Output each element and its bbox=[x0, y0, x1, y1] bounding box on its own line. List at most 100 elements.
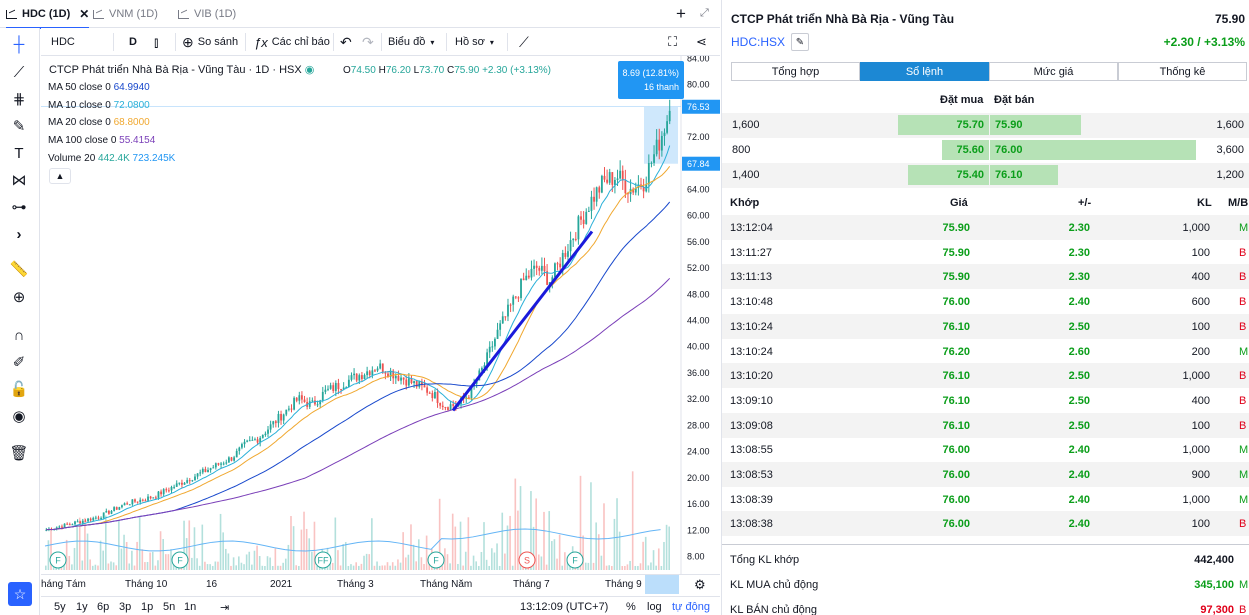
trash-icon[interactable]: 🗑 bbox=[9, 445, 29, 462]
compare-button[interactable]: ⊕ So sánh bbox=[182, 28, 238, 56]
tab-vnm[interactable]: VNM (1D) bbox=[93, 0, 158, 28]
trend-line-icon[interactable]: ⟋ bbox=[13, 63, 25, 81]
drawing-mode-icon[interactable]: ⟋ bbox=[519, 33, 529, 50]
fullscreen-icon[interactable]: ⛶ bbox=[668, 34, 678, 49]
volume-bar bbox=[381, 565, 384, 570]
chart-type-dropdown[interactable]: Biểu đồ ▾ bbox=[388, 28, 434, 56]
event-marker[interactable] bbox=[518, 551, 536, 569]
event-marker[interactable] bbox=[49, 551, 67, 569]
expand-icon[interactable]: ⤢ bbox=[700, 7, 709, 19]
range-1y[interactable]: 1y bbox=[76, 601, 88, 613]
trade-row[interactable]: 13:09:08 76.10 2.50 100 B bbox=[722, 412, 1249, 438]
settings-gear-icon[interactable]: ⚙ bbox=[694, 577, 706, 592]
event-marker[interactable] bbox=[314, 551, 332, 569]
candle-body bbox=[66, 523, 69, 525]
indicators-button[interactable]: ƒx Các chỉ báo bbox=[254, 28, 330, 56]
legend-ma10[interactable]: MA 10 close 0 72.0800 bbox=[48, 100, 150, 111]
candle-body bbox=[68, 524, 71, 526]
legend-ma20[interactable]: MA 20 close 0 68.8000 bbox=[48, 117, 150, 128]
candle-body bbox=[280, 413, 282, 421]
range-6p[interactable]: 6p bbox=[97, 601, 110, 613]
trade-row[interactable]: 13:12:04 75.90 2.30 1,000 M bbox=[722, 215, 1249, 240]
range-1n[interactable]: 1n bbox=[184, 601, 197, 613]
time-axis[interactable]: háng Tám Tháng 10 16 2021 Tháng 3 Tháng … bbox=[41, 574, 720, 594]
orderbook-row[interactable]: 800 75.60 76.00 3,600 bbox=[722, 138, 1249, 163]
favorites-star-icon[interactable]: ☆ bbox=[8, 582, 32, 606]
eye-icon[interactable]: ◉ bbox=[12, 408, 26, 425]
close-icon[interactable]: ✕ bbox=[79, 7, 90, 21]
lock-icon[interactable]: 🔓 bbox=[9, 381, 29, 398]
trade-row[interactable]: 13:11:13 75.90 2.30 400 B bbox=[722, 264, 1249, 290]
volume-bar bbox=[386, 562, 389, 570]
legend-volume[interactable]: Volume 20 442.4K 723.245K bbox=[48, 153, 175, 164]
text-tool-icon[interactable]: T bbox=[14, 144, 24, 162]
add-tab-icon[interactable]: + bbox=[676, 4, 686, 23]
tab-tong-hop[interactable]: Tổng hợp bbox=[731, 62, 860, 81]
orderbook-row[interactable]: 1,400 75.40 76.10 1,200 bbox=[722, 163, 1249, 188]
brush-icon[interactable]: ✎ bbox=[12, 118, 26, 135]
tab-muc-gia[interactable]: Mức giá bbox=[989, 62, 1118, 81]
event-marker[interactable] bbox=[566, 551, 584, 569]
legend-ma50[interactable]: MA 50 close 0 64.9940 bbox=[48, 82, 150, 93]
ruler-icon[interactable]: 📏 bbox=[9, 261, 29, 278]
magnet-icon[interactable]: ∩ bbox=[13, 326, 25, 344]
legend-collapse-button[interactable]: ▲ bbox=[49, 168, 71, 184]
event-marker[interactable] bbox=[171, 551, 189, 569]
redo-icon[interactable]: ↷ bbox=[362, 33, 374, 50]
event-marker[interactable] bbox=[427, 551, 445, 569]
profile-dropdown[interactable]: Hồ sơ ▾ bbox=[455, 28, 494, 56]
pattern-tool-icon[interactable]: ⋈ bbox=[11, 172, 27, 189]
trade-row[interactable]: 13:10:48 76.00 2.40 600 B bbox=[722, 289, 1249, 314]
undo-icon[interactable]: ↶ bbox=[340, 33, 352, 50]
tab-vib[interactable]: VIB (1D) bbox=[178, 0, 236, 28]
trade-row[interactable]: 13:08:53 76.00 2.40 900 M bbox=[722, 462, 1249, 487]
candle-body bbox=[186, 480, 189, 483]
percent-toggle[interactable]: % bbox=[626, 601, 636, 613]
auto-scale-toggle[interactable]: tự động bbox=[672, 601, 710, 613]
trade-row[interactable]: 13:11:27 75.90 2.30 100 B bbox=[722, 240, 1249, 265]
legend-ma100[interactable]: MA 100 close 0 55.4154 bbox=[48, 135, 155, 146]
volume-bar bbox=[238, 556, 240, 570]
trade-row[interactable]: 13:10:24 76.20 2.60 200 M bbox=[722, 339, 1249, 364]
candle-body bbox=[642, 187, 645, 192]
zoom-in-icon[interactable]: ⊕ bbox=[12, 289, 26, 306]
trade-row[interactable]: 13:10:20 76.10 2.50 1,000 B bbox=[722, 363, 1249, 389]
interval-button[interactable]: D bbox=[129, 36, 137, 48]
date-range-icon[interactable]: ⇥ bbox=[220, 602, 230, 614]
trade-row[interactable]: 13:08:39 76.00 2.40 1,000 M bbox=[722, 487, 1249, 512]
volume-bar bbox=[506, 525, 509, 570]
volume-bar bbox=[511, 565, 514, 570]
trade-row[interactable]: 13:08:38 76.00 2.40 100 B bbox=[722, 511, 1249, 537]
orderbook-row[interactable]: 1,600 75.70 75.90 1,600 bbox=[722, 113, 1249, 138]
crosshair-icon[interactable]: ┼ bbox=[13, 35, 25, 53]
pencil-icon[interactable]: ✎ bbox=[791, 33, 809, 51]
range-5y[interactable]: 5y bbox=[54, 601, 66, 613]
volume-bar bbox=[128, 563, 131, 570]
divider bbox=[113, 33, 114, 51]
tab-thong-ke[interactable]: Thống kê bbox=[1118, 62, 1247, 81]
tab-hdc[interactable]: HDC (1D) ✕ bbox=[6, 0, 90, 29]
log-toggle[interactable]: log bbox=[647, 601, 662, 613]
fib-tool-icon[interactable]: ⋕ bbox=[12, 91, 26, 108]
lock-drawing-icon[interactable]: ✐ bbox=[12, 354, 26, 371]
prediction-tool-icon[interactable]: ⊶ bbox=[11, 199, 27, 216]
price-chart[interactable]: 84.00 80.00 76.53 72.00 67.84 64.00 60.00 56.00… bbox=[41, 56, 720, 574]
volume-bar bbox=[131, 550, 133, 570]
chevron-right-icon[interactable]: › bbox=[16, 225, 22, 243]
trade-row[interactable]: 13:10:24 76.10 2.50 100 B bbox=[722, 313, 1249, 339]
candle-type-icon[interactable]: ⫾ bbox=[154, 33, 159, 50]
stock-symbol[interactable]: HDC:HSX bbox=[731, 35, 786, 49]
chart-canvas[interactable]: 84.00 80.00 76.53 72.00 67.84 64.00 60.00 56.00… bbox=[41, 56, 720, 574]
trade-price: 76.00 bbox=[942, 444, 970, 457]
share-icon[interactable]: ⋖ bbox=[696, 34, 707, 49]
range-1p[interactable]: 1p bbox=[141, 601, 154, 613]
symbol-search-button[interactable]: HDC bbox=[51, 36, 75, 48]
range-5n[interactable]: 5n bbox=[163, 601, 176, 613]
tab-so-lenh[interactable]: Sổ lệnh bbox=[860, 62, 989, 81]
trade-row[interactable]: 13:08:55 76.00 2.40 1,000 M bbox=[722, 437, 1249, 462]
range-3p[interactable]: 3p bbox=[119, 601, 132, 613]
price-tick-label: 56.00 bbox=[687, 237, 710, 247]
volume-bar bbox=[404, 557, 407, 570]
trade-row[interactable]: 13:09:10 76.10 2.50 400 B bbox=[722, 388, 1249, 413]
trend-line-drawing[interactable] bbox=[451, 230, 594, 412]
